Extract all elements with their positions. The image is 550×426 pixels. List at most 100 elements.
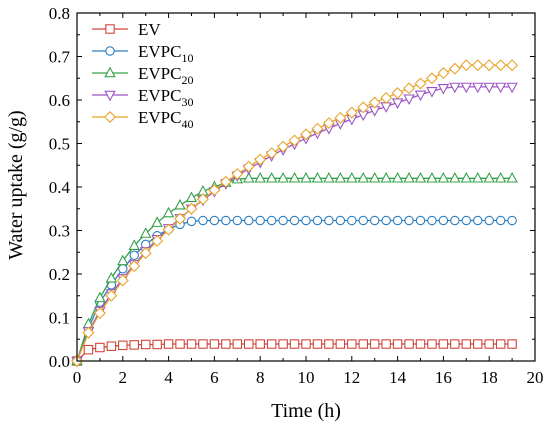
- legend-label: EVPC20: [138, 64, 193, 87]
- data-point: [404, 215, 414, 226]
- data-point: [392, 215, 403, 226]
- y-axis-title: Water uptake (g/g): [5, 110, 27, 259]
- data-point: [209, 339, 220, 349]
- data-point: [139, 227, 152, 238]
- data-point: [163, 339, 174, 349]
- data-point: [83, 344, 94, 355]
- data-point: [345, 106, 358, 119]
- data-point: [368, 96, 381, 109]
- data-point: [449, 82, 461, 94]
- data-point: [438, 215, 449, 226]
- data-point: [507, 215, 517, 226]
- data-point: [403, 94, 415, 106]
- data-point: [448, 62, 461, 75]
- data-point: [461, 215, 472, 226]
- y-tick-label: 0.4: [49, 178, 71, 197]
- data-point: [117, 254, 129, 266]
- data-point: [334, 111, 347, 124]
- data-point: [369, 215, 380, 226]
- legend-label-base: EV: [138, 20, 161, 39]
- data-point: [93, 307, 106, 320]
- data-point: [244, 215, 254, 226]
- data-point: [174, 212, 187, 225]
- data-point: [139, 247, 152, 260]
- data-point: [414, 77, 427, 90]
- data-point: [232, 339, 243, 349]
- legend-label: EVPC40: [138, 108, 193, 131]
- data-point: [254, 171, 266, 183]
- data-point: [483, 171, 495, 183]
- legend-label-base: EVPC: [138, 42, 181, 61]
- data-point: [324, 339, 334, 349]
- y-tick-label: 0.1: [49, 309, 70, 328]
- legend-label: EVPC10: [138, 42, 193, 65]
- data-point: [242, 160, 255, 173]
- data-point: [128, 260, 141, 273]
- y-tick-label: 0.2: [49, 265, 70, 284]
- data-point: [415, 215, 426, 226]
- data-point: [185, 191, 198, 203]
- data-point: [128, 239, 140, 250]
- plot-area: [71, 59, 519, 368]
- data-point: [380, 171, 392, 183]
- data-point: [152, 339, 162, 350]
- data-point: [243, 171, 255, 183]
- data-point: [472, 215, 483, 226]
- data-point: [494, 82, 507, 94]
- data-point: [494, 59, 507, 72]
- y-tick-label: 0.0: [49, 352, 70, 371]
- legend-marker: [104, 90, 116, 102]
- legend-entry-evpc40: EVPC40: [92, 108, 193, 131]
- data-point: [358, 339, 368, 349]
- legend-marker: [105, 46, 115, 56]
- data-point: [484, 339, 494, 349]
- x-tick-label: 14: [389, 368, 407, 387]
- data-point: [278, 339, 288, 349]
- data-point: [438, 339, 449, 349]
- data-point: [495, 215, 506, 226]
- data-point: [312, 339, 323, 349]
- x-tick-label: 20: [527, 368, 544, 387]
- data-point: [301, 215, 311, 226]
- data-point: [198, 339, 208, 349]
- data-point: [255, 215, 265, 226]
- data-point: [151, 216, 163, 227]
- legend-marker: [105, 24, 115, 34]
- series-evpc20: [71, 171, 518, 366]
- data-point: [266, 339, 277, 349]
- data-point: [334, 171, 347, 183]
- data-point: [116, 274, 129, 287]
- legend-entry-evpc20: EVPC20: [92, 64, 193, 87]
- legend-entry-ev: EV: [92, 20, 161, 39]
- axes: 0 2 4 6 8 10 12 14 16 18 20 0.0 0.1 0.2 0.3 0.4 0.5 0.6 0.…: [49, 4, 544, 387]
- data-point: [471, 59, 484, 72]
- data-point: [357, 101, 370, 114]
- data-point: [196, 193, 209, 206]
- data-point: [403, 171, 415, 183]
- y-tick-label: 0.5: [49, 135, 70, 154]
- data-point: [174, 198, 186, 210]
- data-point: [94, 291, 106, 303]
- data-point: [392, 339, 403, 349]
- x-tick-label: 16: [435, 368, 452, 387]
- x-tick-label: 18: [481, 368, 498, 387]
- data-point: [369, 339, 380, 349]
- data-point: [415, 339, 426, 349]
- data-point: [129, 340, 140, 350]
- data-point: [484, 215, 494, 226]
- data-point: [277, 140, 290, 153]
- legend-marker: [104, 111, 116, 123]
- legend-label-subscript: 10: [181, 51, 193, 65]
- data-point: [483, 82, 495, 94]
- data-point: [221, 339, 231, 349]
- data-point: [449, 171, 461, 183]
- data-point: [494, 171, 507, 183]
- legend-label-subscript: 30: [181, 95, 193, 109]
- data-point: [255, 339, 265, 349]
- y-tick-label: 0.8: [49, 4, 70, 23]
- data-point: [472, 82, 484, 94]
- data-point: [460, 171, 473, 183]
- data-point: [185, 202, 198, 215]
- data-point: [288, 171, 301, 183]
